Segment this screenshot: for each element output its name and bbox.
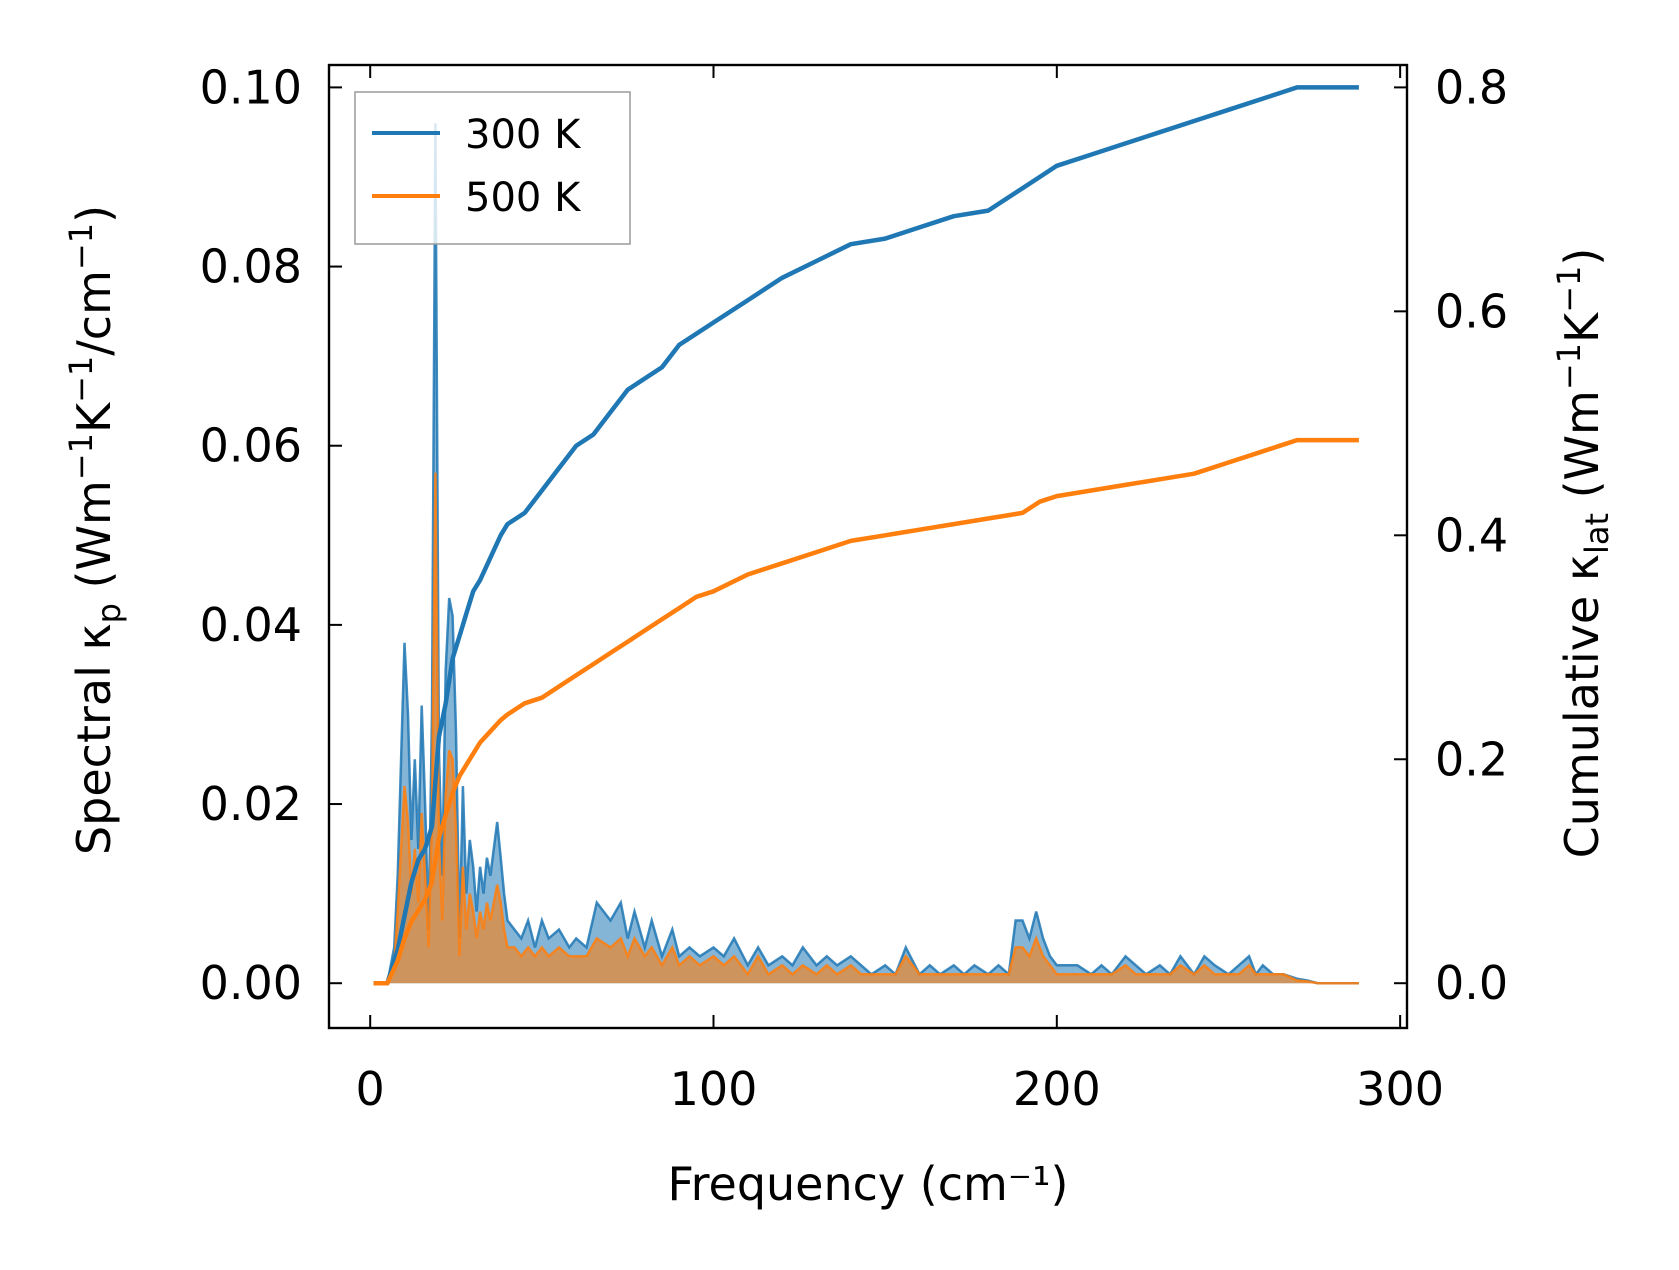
right-label-sub: lat <box>1578 513 1616 554</box>
right-label-unit: (Wm <box>1555 390 1609 513</box>
cumulative-line-300k <box>373 85 1359 986</box>
left-axis-label: Spectral κp (Wm−1K−1/cm−1) <box>62 205 128 855</box>
cumulative-line-500k <box>373 437 1359 986</box>
left-y-tick-label: 0.10 <box>200 60 302 114</box>
spectral-area-300k <box>373 123 1359 984</box>
right-label-sup-1: −1 <box>1550 343 1588 390</box>
right-label-sup-2: −1 <box>1550 266 1588 313</box>
spectral-line-500k <box>373 472 1359 985</box>
left-label-unit: (Wm <box>67 480 121 603</box>
spectral-line-300k <box>373 123 1359 985</box>
right-label-main: Cumulative κ <box>1555 554 1609 858</box>
legend-label-500k: 500 K <box>465 175 582 221</box>
right-label-close: ) <box>1555 248 1609 266</box>
right-label-k: K <box>1555 311 1609 343</box>
left-label-sup-1: −1 <box>62 433 100 480</box>
left-label-main: Spectral κ <box>67 623 121 855</box>
right-y-tick-label: 0.4 <box>1435 508 1508 562</box>
right-y-tick-label: 0.2 <box>1435 732 1508 786</box>
left-y-tick-label: 0.06 <box>200 419 302 473</box>
cumulative-lines <box>373 85 1359 986</box>
right-y-tick-label: 0.8 <box>1435 60 1508 114</box>
x-tick-label: 100 <box>670 1062 758 1116</box>
left-label-close: ) <box>67 205 121 223</box>
left-y-tick-label: 0.08 <box>200 240 302 294</box>
legend: 300 K 500 K <box>354 91 631 245</box>
axis-ticks: 0 100 200 300 0.00 0.02 0.04 0.06 0.08 0.10 0.0 0.2… <box>200 60 1509 1116</box>
x-tick-label: 300 <box>1356 1062 1444 1116</box>
left-label-sup-3: −1 <box>62 223 100 270</box>
right-y-tick-label: 0.0 <box>1435 956 1508 1010</box>
left-y-tick-label: 0.04 <box>200 598 302 652</box>
left-label-cm: /cm <box>67 270 121 356</box>
x-tick-label: 0 <box>356 1062 385 1116</box>
left-label-sub: p <box>90 603 128 623</box>
spectral-area-500k <box>373 472 1359 984</box>
x-tick-label: 200 <box>1013 1062 1101 1116</box>
left-label-sup-2: −1 <box>62 356 100 403</box>
left-label-k: K <box>67 401 121 433</box>
plot-frame <box>327 63 1409 1030</box>
right-axis-label: Cumulative κlat (Wm−1K−1) <box>1550 248 1616 859</box>
left-y-tick-label: 0.02 <box>200 777 302 831</box>
legend-label-300k: 300 K <box>465 112 582 158</box>
x-axis-label: Frequency (cm⁻¹) <box>668 1157 1069 1211</box>
left-y-tick-label: 0.00 <box>200 956 302 1010</box>
right-y-tick-label: 0.6 <box>1435 284 1508 338</box>
spectral-areas <box>373 123 1359 985</box>
legend-box <box>354 91 631 245</box>
